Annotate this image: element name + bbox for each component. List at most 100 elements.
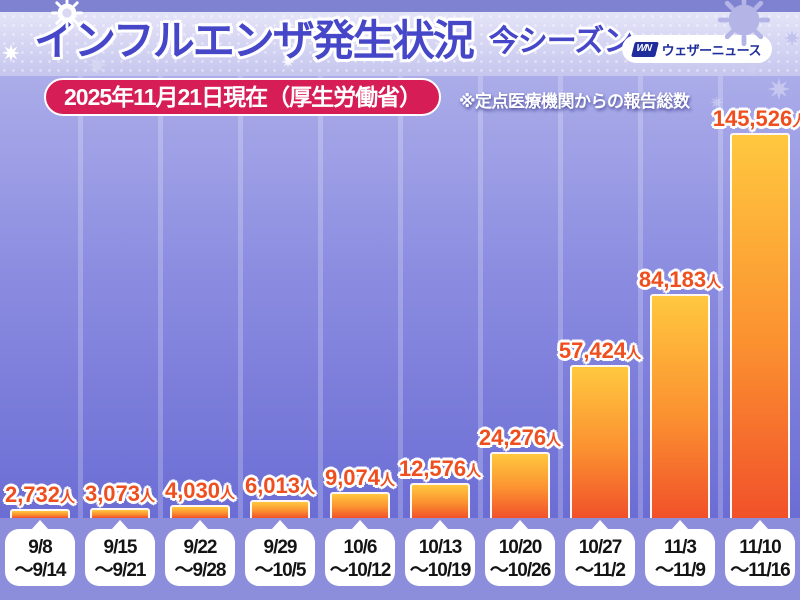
- value-number: 145,526: [712, 106, 793, 131]
- weathernews-logo: WN ウェザーニュース: [621, 35, 772, 63]
- x-axis-label: 10/13 ～10/19: [405, 529, 475, 586]
- bar-value-label: 24,276人: [479, 427, 561, 449]
- column-separator: [318, 76, 323, 518]
- x-label-line2: ～9/28: [174, 560, 227, 582]
- column-separator: [478, 76, 483, 518]
- logo-name: ウェザーニュース: [661, 42, 762, 58]
- value-number: 24,276: [478, 425, 547, 450]
- x-label-line1: 11/3: [664, 537, 697, 558]
- page-title: インフルエンザ発生状況: [34, 17, 475, 64]
- value-unit: 人: [380, 472, 396, 489]
- bar-value-label: 145,526人: [713, 108, 800, 130]
- bar-column: 145,526人: [713, 76, 800, 518]
- header: インフルエンザ発生状況 今シーズン WN ウェザーニュース: [0, 12, 800, 76]
- bar: [490, 452, 550, 518]
- bar-value-label: 3,073人: [85, 483, 155, 505]
- x-label-line2: ～10/26: [489, 560, 552, 582]
- bar-value-label: 4,030人: [165, 480, 235, 502]
- wn-logo-icon: WN: [630, 41, 659, 57]
- value-number: 12,576: [398, 456, 467, 481]
- note-text: ※定点医療機関からの報告総数: [459, 92, 690, 111]
- bar-value-label: 84,183人: [639, 269, 721, 291]
- bar-value-label: 12,576人: [399, 458, 481, 480]
- date-badge: 2025年11月21日現在（厚生労働省）: [44, 78, 442, 116]
- value-unit: 人: [466, 463, 482, 480]
- value-number: 57,424: [558, 338, 627, 363]
- x-label-line2: ～11/9: [655, 560, 706, 582]
- x-axis-label: 9/8 ～9/14: [5, 529, 75, 586]
- title-row: インフルエンザ発生状況 今シーズン: [34, 8, 633, 73]
- x-axis-label: 9/15 ～9/21: [85, 529, 155, 586]
- bar: [330, 492, 390, 518]
- x-label-line1: 10/27: [578, 537, 623, 558]
- value-number: 2,732: [4, 482, 61, 507]
- bar-column: 6,013人: [240, 76, 320, 518]
- value-unit: 人: [546, 432, 562, 449]
- column-separator: [158, 76, 163, 518]
- value-unit: 人: [60, 489, 76, 506]
- x-label-line1: 9/29: [263, 537, 298, 558]
- bar-value-label: 9,074人: [325, 467, 395, 489]
- x-axis-label: 10/6 ～10/12: [325, 529, 395, 586]
- x-axis-label: 9/22 ～9/28: [165, 529, 235, 586]
- bar: [250, 500, 310, 518]
- x-label-line2: ～10/19: [409, 560, 472, 582]
- chart-area: 2025年11月21日現在（厚生労働省） ※定点医療機関からの報告総数 2,73…: [0, 76, 800, 518]
- x-label-line1: 9/15: [103, 537, 138, 558]
- x-label-line2: ～9/21: [94, 560, 147, 582]
- value-unit: 人: [626, 345, 642, 362]
- column-separator: [558, 76, 563, 518]
- x-label-line1: 10/20: [498, 537, 543, 558]
- x-axis-label: 11/3 ～11/9: [645, 529, 715, 586]
- bar-column: 84,183人: [639, 76, 721, 518]
- x-label-line1: 11/10: [739, 537, 782, 558]
- x-label-line2: ～10/5: [254, 560, 307, 582]
- bar-column: 4,030人: [160, 76, 240, 518]
- value-number: 9,074: [324, 465, 381, 490]
- value-number: 84,183: [638, 267, 707, 292]
- x-label-line2: ～11/2: [575, 560, 626, 582]
- value-unit: 人: [220, 485, 236, 502]
- x-axis-label: 10/27 ～11/2: [565, 529, 635, 586]
- bar-value-label: 57,424人: [559, 340, 641, 362]
- x-axis: 9/8 ～9/14 9/15 ～9/21 9/22 ～9/28 9/29 ～10/5 10/6 ～…: [0, 518, 800, 600]
- x-label-line1: 10/6: [343, 537, 378, 558]
- bar: [650, 294, 710, 518]
- bar-column: 57,424人: [559, 76, 641, 518]
- x-axis-label: 10/20 ～10/26: [485, 529, 555, 586]
- bar: [730, 133, 790, 518]
- x-label-line1: 10/13: [418, 537, 463, 558]
- bar: [10, 509, 70, 518]
- bars-plot: 2,732人 3,073人 4,030人 6,013人 9,074人 12,576人 24,…: [0, 76, 800, 518]
- x-axis-label: 9/29 ～10/5: [245, 529, 315, 586]
- value-unit: 人: [300, 480, 316, 497]
- bar-column: 3,073人: [80, 76, 160, 518]
- bar-column: 24,276人: [479, 76, 561, 518]
- x-label-line2: ～9/14: [14, 560, 67, 582]
- value-unit: 人: [706, 274, 722, 291]
- x-label-line1: 9/8: [28, 537, 52, 558]
- x-label-line2: ～11/16: [730, 560, 791, 582]
- value-unit: 人: [140, 488, 156, 505]
- top-strip: [0, 0, 800, 12]
- x-label-line2: ～10/12: [329, 560, 392, 582]
- bar-value-label: 2,732人: [5, 484, 75, 506]
- column-separator: [718, 76, 723, 518]
- bar: [170, 505, 230, 518]
- value-number: 6,013: [244, 473, 301, 498]
- bar: [570, 365, 630, 518]
- value-number: 4,030: [164, 478, 221, 503]
- value-unit: 人: [792, 113, 800, 130]
- value-number: 3,073: [84, 481, 141, 506]
- bar: [410, 483, 470, 518]
- column-separator: [78, 76, 83, 518]
- x-label-line1: 9/22: [183, 537, 218, 558]
- bar-column: 2,732人: [0, 76, 80, 518]
- column-separator: [638, 76, 643, 518]
- column-separator: [398, 76, 403, 518]
- x-axis-label: 11/10 ～11/16: [725, 529, 795, 586]
- bar-column: 12,576人: [399, 76, 481, 518]
- bar: [90, 508, 150, 518]
- bar-value-label: 6,013人: [245, 475, 315, 497]
